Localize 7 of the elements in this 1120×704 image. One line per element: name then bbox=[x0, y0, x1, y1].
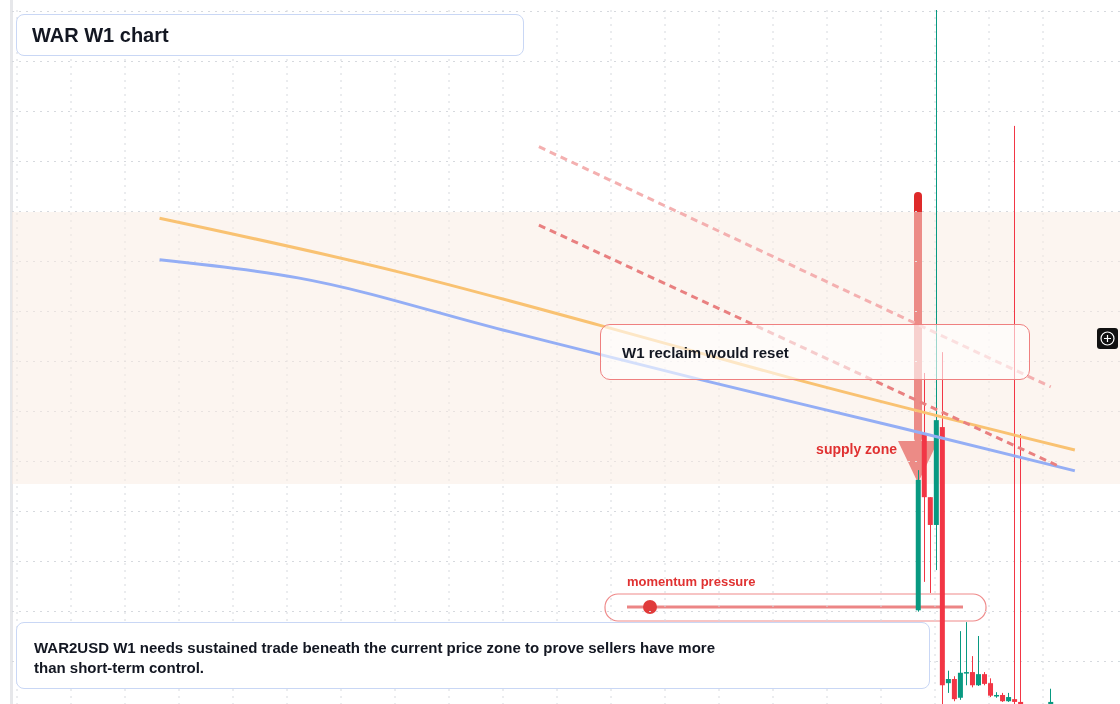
caption-box: WAR2USD W1 needs sustained trade beneath the current price zone to prove sellers have more than short-term control. bbox=[16, 622, 930, 689]
candlestick bbox=[1012, 125, 1018, 704]
candlestick bbox=[1018, 434, 1024, 704]
title-box: WAR W1 chart bbox=[16, 14, 524, 56]
callout-box: W1 reclaim would reset bbox=[600, 324, 1030, 380]
annotation: momentum pressure bbox=[627, 574, 756, 589]
band-label: supply zone bbox=[816, 441, 898, 457]
